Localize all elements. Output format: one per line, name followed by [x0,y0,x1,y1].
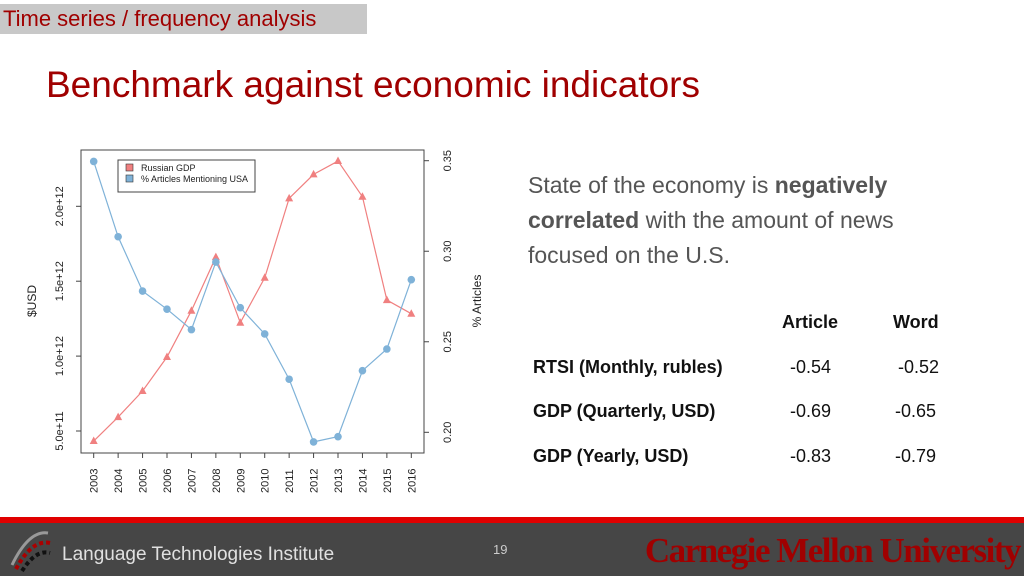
gdp-point [236,318,245,326]
series-line-1 [93,161,412,443]
x-tick-label: 2011 [284,469,296,493]
slide-title: Benchmark against economic indicators [46,64,700,105]
lti-logo-icon [10,531,51,573]
x-tick-label: 2013 [333,469,345,493]
articles-point [358,366,367,375]
x-tick-label: 2010 [260,469,272,493]
articles-point [285,375,293,384]
y2-tick-label: 0.30 [442,241,454,262]
gdp-point [138,386,147,395]
cell-word: -0.65 [895,401,937,421]
y-tick-label: 2.0e+12 [54,186,66,226]
y2-tick-label: 0.35 [442,150,454,171]
y-tick-label: 5.0e+11 [54,411,66,450]
gdp-point [162,352,171,360]
legend-swatch [125,174,134,183]
articles-point [407,275,416,284]
row-label: GDP (Quarterly, USD) [533,401,716,421]
row-label: GDP (Yearly, USD) [533,446,689,466]
articles-point [138,287,147,295]
desc-bold-2: correlated [528,207,640,233]
y-tick-label: 1.5e+12 [54,261,66,301]
x-tick-label: 2003 [89,469,101,493]
x-tick-label: 2016 [406,469,418,493]
gdp-point [309,169,318,178]
gdp-point [285,193,294,202]
gdp-point [358,192,367,200]
gdp-point [260,273,269,281]
gdp-point [211,252,220,261]
y2-tick-label: 0.20 [442,422,454,443]
cell-article: -0.69 [790,401,832,421]
y-axis-label: $USD [25,285,39,317]
articles-point [383,345,391,353]
plot-frame [80,149,425,454]
y2-tick-label: 0.25 [442,331,454,352]
desc-text-1: State of the economy is [528,172,775,198]
gdp-point [187,306,196,314]
footer-divider [0,517,1024,523]
gdp-point [407,309,416,317]
legend: Russian GDP% Articles Mentioning USA [117,159,256,193]
x-tick-label: 2014 [357,469,369,493]
articles-point [163,305,171,313]
cell-word: -0.79 [895,446,937,466]
legend-label: Russian GDP [141,163,196,173]
legend-swatch [125,163,134,172]
col-header-word: Word [893,312,939,332]
gdp-point [382,295,391,304]
series-line-0 [93,160,412,442]
articles-point [236,303,245,312]
description: State of the economy is negatively corre… [528,168,948,273]
legend-label: % Articles Mentioning USA [141,174,248,184]
institute-name: Language Technologies Institute [62,544,335,565]
row-label: RTSI (Monthly, rubles) [533,357,723,377]
cell-article: -0.54 [790,357,832,377]
page-number: 19 [493,542,508,557]
cell-article: -0.83 [790,446,832,466]
cmu-logo: Carnegie Mellon University [644,531,1022,570]
col-header-article: Article [782,312,839,332]
gdp-point [334,156,343,165]
x-tick-label: 2015 [382,469,394,493]
gdp-point [114,412,123,421]
articles-point [260,330,269,338]
x-tick-label: 2004 [113,469,125,493]
articles-point [114,232,122,241]
articles-point [212,258,220,266]
gdp-articles-chart: 2003 2004 2005 2006 2007 2008 2009 2010 2011 2012… [25,149,484,493]
cell-word: -0.52 [898,357,940,377]
footer: Language Technologies Institute 19 Carne… [0,523,1024,576]
y-tick-label: 1.0e+12 [54,336,66,376]
x-tick-label: 2008 [211,469,223,493]
x-tick-label: 2007 [186,469,198,493]
section-tag: Time series / frequency analysis [0,4,367,34]
desc-text-2: with the amount of news focused on the U… [528,207,894,268]
articles-point [334,432,342,441]
desc-bold-1: negatively [774,172,888,198]
articles-point [89,157,98,166]
y2-axis-label: % Articles [470,275,484,328]
x-tick-label: 2009 [235,469,247,493]
articles-point [309,438,318,446]
articles-point [187,325,196,334]
x-tick-label: 2005 [138,469,150,493]
gdp-point [89,436,98,445]
legend-box [117,159,256,193]
x-tick-label: 2006 [162,469,174,493]
x-tick-label: 2012 [309,469,321,493]
